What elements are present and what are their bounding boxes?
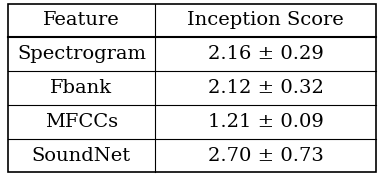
Text: 2.12 ± 0.32: 2.12 ± 0.32 bbox=[208, 79, 324, 97]
Text: 2.16 ± 0.29: 2.16 ± 0.29 bbox=[208, 45, 324, 63]
Text: 1.21 ± 0.09: 1.21 ± 0.09 bbox=[208, 113, 324, 131]
Text: Fbank: Fbank bbox=[50, 79, 113, 97]
Text: Inception Score: Inception Score bbox=[187, 11, 344, 29]
Text: Spectrogram: Spectrogram bbox=[17, 45, 146, 63]
Text: 2.70 ± 0.73: 2.70 ± 0.73 bbox=[208, 147, 324, 165]
Text: Feature: Feature bbox=[43, 11, 120, 29]
Text: SoundNet: SoundNet bbox=[32, 147, 131, 165]
Text: MFCCs: MFCCs bbox=[45, 113, 118, 131]
